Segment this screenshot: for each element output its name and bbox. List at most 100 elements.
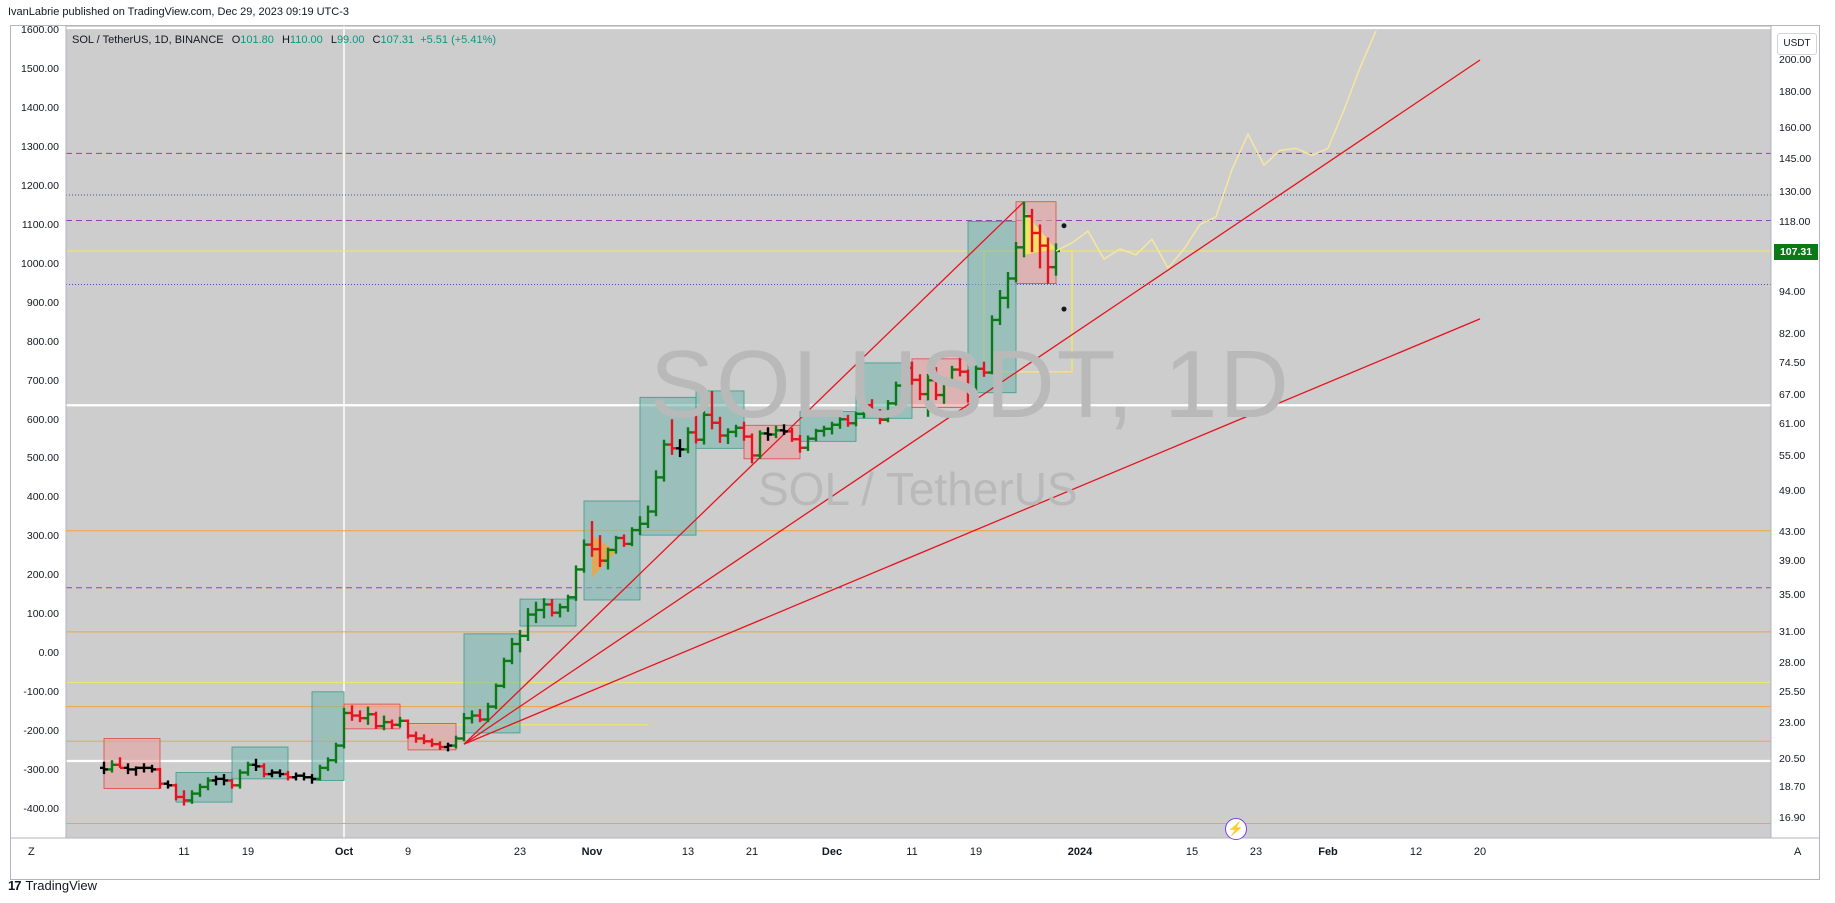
- legend-low: 99.00: [336, 34, 365, 46]
- ohlc-bar: [980, 361, 988, 377]
- left-axis-tick-label: -100.00: [23, 686, 59, 699]
- time-axis-tick-label: Oct: [334, 846, 354, 858]
- right-axis-tick-label: 61.00: [1779, 418, 1806, 431]
- ohlc-bar: [492, 683, 500, 710]
- left-axis-tick-label: 900.00: [26, 296, 59, 309]
- ohlc-bar: [684, 427, 692, 454]
- ohlc-bar: [428, 738, 436, 748]
- right-axis-tick-label: 118.00: [1779, 215, 1811, 228]
- right-axis-tick-label: 39.00: [1779, 555, 1806, 568]
- ohlc-bar: [556, 603, 564, 618]
- lightning-icon[interactable]: ⚡: [1225, 818, 1247, 840]
- ohlc-bar: [884, 400, 892, 423]
- ohlc-bar: [724, 428, 732, 444]
- ohlc-bar: [244, 761, 252, 776]
- left-axis-tick-label: 1600.00: [21, 24, 59, 36]
- ohlc-bar: [540, 598, 548, 619]
- ohlc-bar: [812, 428, 820, 442]
- ohlc-bar: [1036, 224, 1044, 269]
- ohlc-bar: [228, 778, 236, 789]
- right-axis-tick-label: 20.50: [1779, 752, 1806, 765]
- time-axis-tick-label: 11: [178, 846, 190, 858]
- legend-high-label: H: [281, 34, 290, 46]
- ohlc-bar: [868, 399, 876, 416]
- ohlc-bar: [300, 772, 308, 781]
- ohlc-bar: [580, 539, 588, 573]
- legend-symbol[interactable]: SOL / TetherUS, 1D, BINANCE: [72, 34, 224, 46]
- right-axis-tick-label: 49.00: [1779, 485, 1806, 498]
- time-axis-tick-label: 2024: [1067, 846, 1093, 858]
- ohlc-bar: [708, 390, 716, 430]
- right-axis-tick-label: 94.00: [1779, 285, 1806, 298]
- right-axis-tick-label: 23.00: [1779, 717, 1806, 730]
- ohlc-bar: [956, 354, 964, 377]
- ohlc-bar: [844, 414, 852, 427]
- right-axis-tick-label: 145.00: [1779, 152, 1812, 165]
- left-axis-tick-label: 1300.00: [21, 140, 59, 153]
- ohlc-bar: [1012, 242, 1020, 283]
- auto-scale-button[interactable]: A: [1794, 846, 1802, 858]
- ohlc-bar: [420, 734, 428, 745]
- legend-change: +5.51 (+5.41%): [420, 34, 497, 46]
- left-axis-tick-label: 400.00: [26, 491, 59, 504]
- ohlc-bar: [372, 711, 380, 729]
- watermark-symbol: SOLUSDT, 1D: [650, 331, 1291, 438]
- ohlc-bar: [740, 421, 748, 441]
- right-axis-tick-label: 55.00: [1779, 450, 1806, 463]
- time-axis-tick-label: Dec: [821, 846, 843, 858]
- ohlc-bar: [940, 380, 948, 404]
- ohlc-bar: [1020, 201, 1028, 258]
- ohlc-bar: [236, 769, 244, 789]
- ohlc-bar: [972, 364, 980, 395]
- footer-brand-name: TradingView: [25, 878, 98, 893]
- legend-open: 101.80: [240, 34, 274, 46]
- ohlc-bar: [820, 425, 828, 437]
- ohlc-bar: [316, 764, 324, 781]
- ohlc-bar: [652, 470, 660, 517]
- ohlc-bar: [548, 599, 556, 617]
- ohlc-bar: [596, 535, 604, 568]
- ohlc-bar: [404, 719, 412, 739]
- footer-brand[interactable]: 17 TradingView: [8, 878, 97, 893]
- ohlc-bar: [468, 710, 476, 724]
- ohlc-bar: [284, 770, 292, 781]
- legend-open-label: O: [231, 34, 241, 46]
- ohlc-bar: [412, 731, 420, 743]
- ohlc-bar: [604, 547, 612, 570]
- ohlc-bar: [524, 608, 532, 641]
- ohlc-bar: [260, 763, 268, 778]
- ohlc-bar: [932, 367, 940, 401]
- ohlc-bar: [860, 401, 868, 419]
- right-axis-tick-label: 18.70: [1779, 780, 1806, 793]
- currency-button[interactable]: USDT: [1777, 33, 1817, 55]
- ohlc-bar: [116, 757, 124, 770]
- ohlc-bar: [1028, 208, 1036, 253]
- ohlc-bar: [388, 719, 396, 729]
- ohlc-bar: [508, 637, 516, 665]
- ohlc-bar: [716, 416, 724, 443]
- ohlc-bar: [700, 404, 708, 445]
- ohlc-bar: [1004, 272, 1012, 309]
- ohlc-bar: [788, 427, 796, 442]
- ohlc-bar: [444, 742, 452, 752]
- right-axis-tick-label: 31.00: [1779, 625, 1806, 638]
- ohlc-bar: [764, 427, 772, 441]
- zoom-toggle-button[interactable]: Z: [28, 846, 35, 858]
- left-axis-tick-label: 0.00: [38, 647, 59, 660]
- chart-background: [66, 26, 1771, 838]
- ohlc-bar: [908, 361, 916, 385]
- right-axis-tick-label: 160.00: [1779, 122, 1812, 135]
- trend-line: [463, 318, 1481, 745]
- right-axis-tick-label: 180.00: [1779, 86, 1812, 99]
- ohlc-bar: [572, 565, 580, 601]
- ohlc-bar: [204, 777, 212, 791]
- ohlc-bar: [340, 707, 348, 749]
- time-axis-tick-label: 20: [1473, 846, 1487, 858]
- ohlc-bar: [996, 289, 1004, 326]
- left-axis-tick-label: 100.00: [26, 608, 59, 621]
- ohlc-bar: [748, 433, 756, 464]
- ohlc-bar: [828, 421, 836, 435]
- ohlc-bar: [276, 769, 284, 778]
- pattern-box: [855, 362, 913, 419]
